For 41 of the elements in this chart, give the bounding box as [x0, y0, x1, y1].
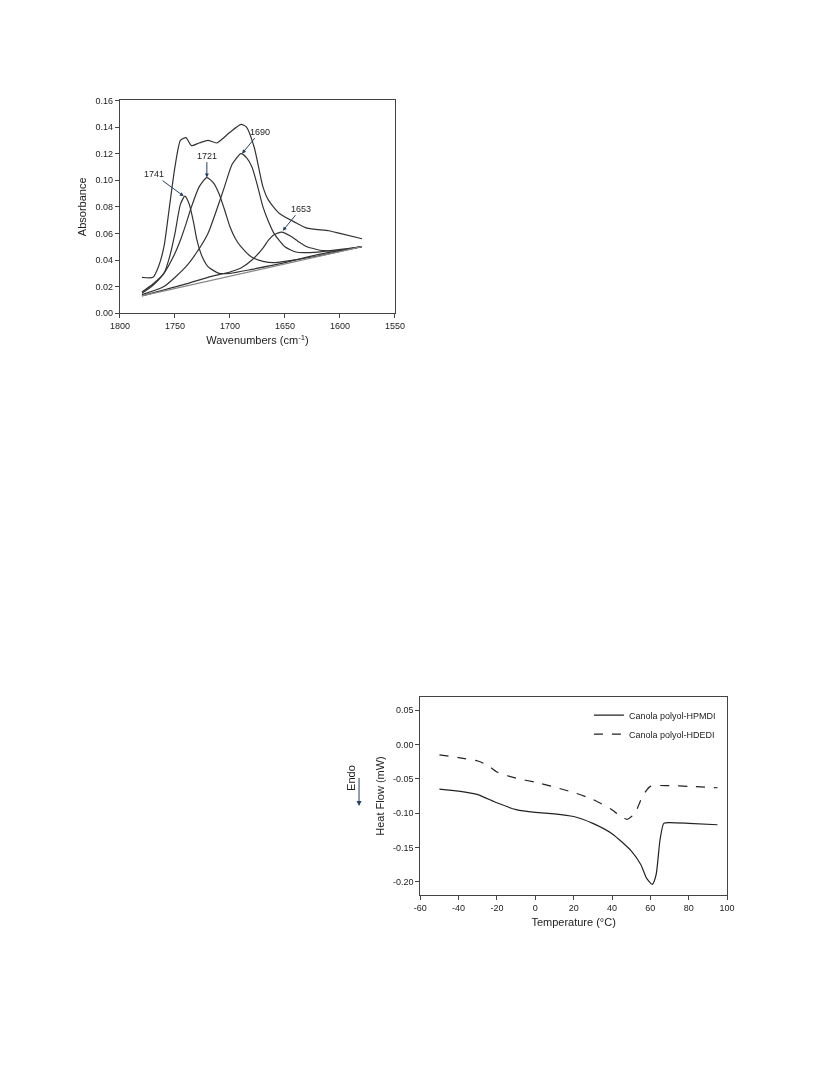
y-axis-title: Heat Flow (mW)	[373, 756, 386, 836]
x-tick-label: -40	[452, 903, 466, 914]
y-axis-title: Absorbance	[76, 177, 89, 237]
annotation: 1690	[250, 127, 271, 137]
text: Endo	[345, 765, 358, 791]
y-tick-label: -0.20	[392, 876, 414, 887]
x-tick-label: 1700	[219, 321, 240, 331]
x-tick-label: 40	[606, 903, 618, 914]
x-tick-label: 1600	[329, 321, 350, 331]
x-tick-label: 1550	[384, 321, 405, 331]
annotation: 1741	[144, 169, 165, 179]
y-tick-label: 0.05	[395, 705, 414, 716]
y-tick-label: 0.00	[395, 739, 414, 750]
x-tick-label: 1650	[274, 321, 295, 331]
x-tick-label: -60	[413, 903, 427, 914]
x-tick-label: 60	[645, 903, 656, 914]
y-tick-label: 0.10	[95, 175, 114, 186]
y-tick-label: 0.12	[95, 148, 114, 159]
annotation: 1653	[291, 204, 312, 214]
y-tick-label: -0.05	[392, 773, 414, 784]
x-axis-title: Wavenumbers (cm$^{-1}$)	[206, 332, 309, 347]
legend-label: Canola polyol-HPMDI	[628, 710, 716, 721]
x-tick-label: 100	[719, 903, 735, 914]
y-tick-label: 0.02	[95, 281, 114, 292]
y-tick-label: 0.00	[95, 308, 114, 319]
y-tick-label: -0.15	[392, 842, 414, 853]
x-tick-label: -20	[490, 903, 504, 914]
y-tick-label: 0.14	[95, 122, 114, 133]
x-tick-label: 20	[568, 903, 579, 914]
y-tick-label: -0.10	[392, 808, 414, 819]
x-tick-label: 80	[683, 903, 694, 914]
x-axis-title: Temperature (°C)	[531, 916, 616, 929]
y-tick-label: 0.06	[95, 228, 114, 239]
y-tick-label: 0.04	[95, 255, 114, 266]
legend-label: Canola polyol-HDEDI	[628, 729, 715, 740]
x-tick-label: 0	[532, 903, 538, 914]
y-tick-label: 0.08	[95, 201, 114, 212]
y-tick-label: 0.16	[95, 95, 114, 106]
annotation: 1721	[197, 151, 218, 161]
x-tick-label: 1750	[164, 321, 185, 331]
x-tick-label: 1800	[109, 321, 130, 331]
